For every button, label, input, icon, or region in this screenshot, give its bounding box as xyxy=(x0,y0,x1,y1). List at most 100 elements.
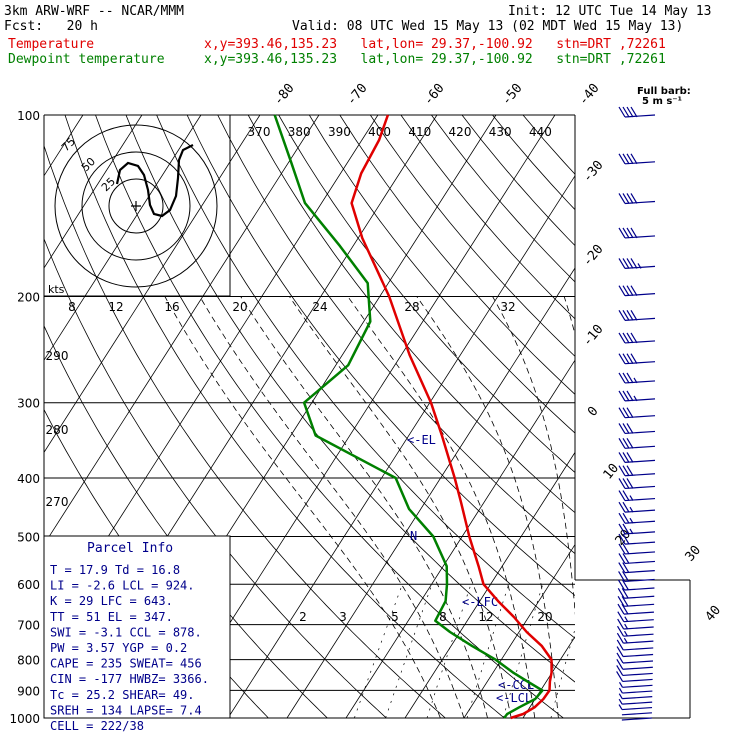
wind-barb xyxy=(617,611,654,623)
wind-barb-flag xyxy=(622,423,630,434)
wind-barb xyxy=(618,553,656,565)
wind-barb xyxy=(618,153,656,165)
wind-barb-half xyxy=(629,506,634,513)
wind-barb-flag xyxy=(626,407,634,418)
isotherm-line xyxy=(44,115,320,546)
wind-barb-flag xyxy=(622,512,630,524)
lfc-marker: <-LFC xyxy=(462,595,498,609)
wind-barb-flag xyxy=(618,543,626,555)
isotherm-label: -80 xyxy=(271,81,298,109)
dry-adiabat xyxy=(247,115,575,514)
wind-barb xyxy=(618,310,656,321)
dry-adiabat-label: 290 xyxy=(46,349,69,363)
wind-barb-flag xyxy=(618,258,626,269)
mixing-ratio-label: 8 xyxy=(439,610,447,624)
wind-barb-flag xyxy=(618,512,626,524)
parcel-info-row: CIN = -177 HWBZ= 3366. xyxy=(50,672,209,686)
dry-adiabat xyxy=(308,115,575,434)
wind-barb xyxy=(618,681,653,688)
wind-barb xyxy=(617,587,655,599)
barb-legend-title: Full barb: xyxy=(637,86,691,97)
wind-barb-flag xyxy=(616,646,624,657)
hodograph-ring-label: 75 xyxy=(59,135,78,154)
wind-barb-flag xyxy=(622,465,630,477)
wind-barb xyxy=(618,465,656,477)
n-marker: N xyxy=(410,529,417,543)
wind-barb xyxy=(618,543,656,555)
wind-barb-flag xyxy=(618,390,626,402)
wind-barb-half xyxy=(637,263,642,269)
isotherm-label: -70 xyxy=(344,81,371,109)
wind-barb-staff xyxy=(622,678,653,683)
theta-label: 390 xyxy=(328,125,351,139)
wind-barb-flag xyxy=(617,618,625,630)
wind-barb-flag xyxy=(617,579,625,591)
wind-barb xyxy=(618,258,656,269)
wind-barb-flag xyxy=(626,106,634,118)
hodograph-trace xyxy=(115,144,194,218)
wind-barb-staff xyxy=(623,647,654,651)
wind-barb-staff xyxy=(624,541,656,545)
wind-barb xyxy=(618,332,656,344)
theta-label: 400 xyxy=(368,125,391,139)
pressure-tick-label: 100 xyxy=(17,109,40,123)
wind-barb-staff xyxy=(622,701,653,705)
wind-barb-flag xyxy=(618,106,626,118)
pressure-tick-label: 500 xyxy=(17,530,40,544)
dry-adiabat xyxy=(156,115,575,639)
wind-barb-flag xyxy=(618,353,626,365)
isotherm-label: -50 xyxy=(499,81,526,109)
wind-barb-flag xyxy=(618,193,626,204)
parcel-info-row: CAPE = 235 SWEAT= 456 xyxy=(50,657,202,671)
pressure-tick-label: 200 xyxy=(17,291,40,305)
wind-barb-flag xyxy=(626,310,634,321)
wind-barb-flag xyxy=(618,423,626,434)
wind-barb-flag xyxy=(626,153,634,165)
isotherm-label: 40 xyxy=(703,603,725,625)
wind-barb-flag xyxy=(622,553,630,564)
wind-barb-flag xyxy=(617,596,625,607)
dry-adiabat xyxy=(44,237,387,718)
parcel-info-row: K = 29 LFC = 643. xyxy=(50,594,173,608)
wind-barb-flag xyxy=(622,501,630,513)
wind-barb-staff xyxy=(624,473,656,477)
wind-barb-half xyxy=(633,395,638,402)
wind-barb-staff xyxy=(624,520,656,524)
wind-barb xyxy=(617,618,654,630)
wind-barb-flag xyxy=(622,452,630,463)
wind-barb-flag xyxy=(622,407,630,418)
wind-barb xyxy=(618,407,656,419)
wind-barb xyxy=(621,717,652,721)
wind-barb-flag xyxy=(618,465,626,477)
wind-barb-flag xyxy=(618,153,626,165)
wind-barb-half xyxy=(618,681,624,688)
wind-barb-staff xyxy=(624,578,655,583)
dry-adiabat-label: 270 xyxy=(46,495,69,509)
wind-barb xyxy=(616,671,653,683)
wind-barb-half xyxy=(618,687,623,694)
wind-barb xyxy=(617,579,655,591)
isotherm-line xyxy=(44,115,143,269)
wind-barb xyxy=(617,603,654,615)
wind-barb xyxy=(618,533,656,545)
wind-barb xyxy=(618,490,656,502)
wind-barb-staff xyxy=(624,361,656,365)
wind-barb xyxy=(618,437,656,449)
dry-adiabat xyxy=(369,115,575,357)
wind-barb-half xyxy=(629,495,634,501)
wind-barb-staff xyxy=(624,293,656,297)
wind-barb xyxy=(616,639,654,651)
parcel-info-row: SREH = 134 LAPSE= 7.4 xyxy=(50,703,202,717)
isotherm-line xyxy=(227,175,575,718)
dry-adiabat xyxy=(400,115,575,320)
isotherm-line xyxy=(522,636,575,718)
wind-barb-flag xyxy=(622,523,630,535)
hodograph-units: kts xyxy=(48,283,65,296)
dry-adiabat xyxy=(125,115,575,683)
lcl-marker: <-LCL xyxy=(496,691,532,705)
isotherm-label: 0 xyxy=(585,404,602,420)
wind-barb-flag xyxy=(622,332,630,344)
wind-barb xyxy=(617,625,654,637)
dry-adiabat xyxy=(64,115,505,718)
